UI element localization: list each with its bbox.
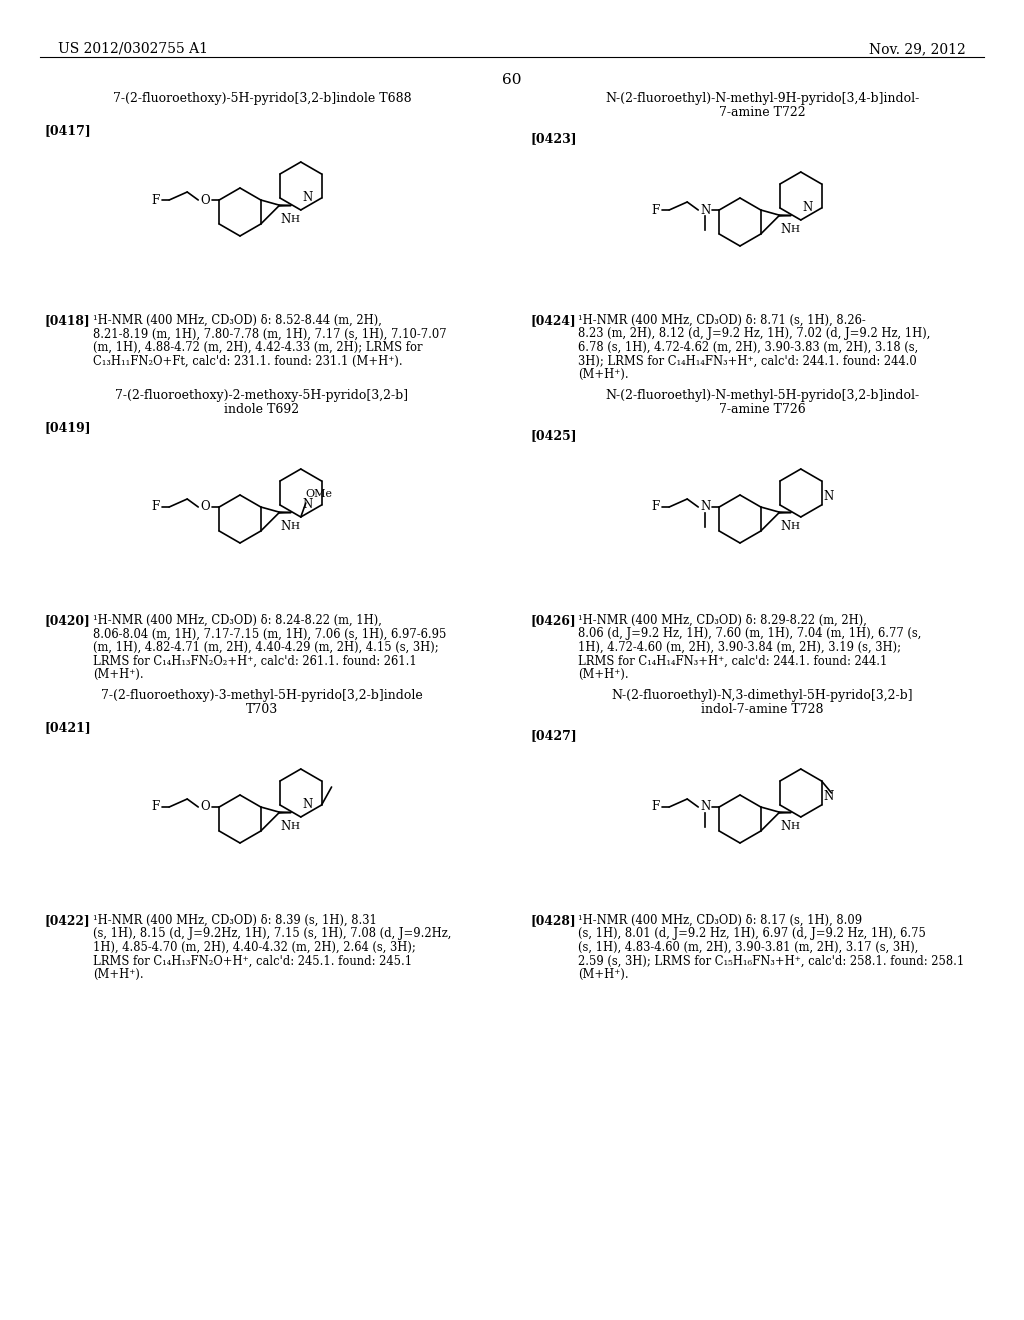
Text: ¹H-NMR (400 MHz, CD₃OD) δ: 8.24-8.22 (m, 1H),: ¹H-NMR (400 MHz, CD₃OD) δ: 8.24-8.22 (m,… (93, 614, 382, 627)
Text: 8.06-8.04 (m, 1H), 7.17-7.15 (m, 1H), 7.06 (s, 1H), 6.97-6.95: 8.06-8.04 (m, 1H), 7.17-7.15 (m, 1H), 7.… (93, 627, 446, 640)
Text: C₁₃H₁₁FN₂O+Ft, calc'd: 231.1. found: 231.1 (M+H⁺).: C₁₃H₁₁FN₂O+Ft, calc'd: 231.1. found: 231… (93, 355, 402, 367)
Text: (M+H⁺).: (M+H⁺). (578, 368, 629, 381)
Text: N: N (700, 800, 711, 813)
Text: N-(2-fluoroethyl)-N-methyl-5H-pyrido[3,2-b]indol-: N-(2-fluoroethyl)-N-methyl-5H-pyrido[3,2… (605, 389, 920, 403)
Text: N: N (780, 223, 791, 236)
Text: T703: T703 (246, 704, 279, 715)
Text: N: N (803, 201, 813, 214)
Text: [0420]: [0420] (45, 614, 91, 627)
Text: F: F (152, 194, 160, 206)
Text: (m, 1H), 4.82-4.71 (m, 2H), 4.40-4.29 (m, 2H), 4.15 (s, 3H);: (m, 1H), 4.82-4.71 (m, 2H), 4.40-4.29 (m… (93, 642, 438, 653)
Text: (M+H⁺).: (M+H⁺). (578, 968, 629, 981)
Text: H: H (291, 822, 300, 832)
Text: N-(2-fluoroethyl)-N-methyl-9H-pyrido[3,4-b]indol-: N-(2-fluoroethyl)-N-methyl-9H-pyrido[3,4… (605, 92, 920, 106)
Text: LRMS for C₁₄H₁₄FN₃+H⁺, calc'd: 244.1. found: 244.1: LRMS for C₁₄H₁₄FN₃+H⁺, calc'd: 244.1. fo… (578, 655, 888, 668)
Text: N: N (780, 820, 791, 833)
Text: Nov. 29, 2012: Nov. 29, 2012 (869, 42, 966, 55)
Text: N: N (303, 799, 313, 810)
Text: [0423]: [0423] (530, 132, 577, 145)
Text: ¹H-NMR (400 MHz, CD₃OD) δ: 8.71 (s, 1H), 8.26-: ¹H-NMR (400 MHz, CD₃OD) δ: 8.71 (s, 1H),… (578, 314, 865, 327)
Text: 7-amine T722: 7-amine T722 (719, 106, 805, 119)
Text: H: H (291, 215, 300, 224)
Text: [0427]: [0427] (530, 729, 577, 742)
Text: 6.78 (s, 1H), 4.72-4.62 (m, 2H), 3.90-3.83 (m, 2H), 3.18 (s,: 6.78 (s, 1H), 4.72-4.62 (m, 2H), 3.90-3.… (578, 341, 919, 354)
Text: (M+H⁺).: (M+H⁺). (93, 668, 143, 681)
Text: N-(2-fluoroethyl)-N,3-dimethyl-5H-pyrido[3,2-b]: N-(2-fluoroethyl)-N,3-dimethyl-5H-pyrido… (611, 689, 912, 702)
Text: [0424]: [0424] (530, 314, 575, 327)
Text: (m, 1H), 4.88-4.72 (m, 2H), 4.42-4.33 (m, 2H); LRMS for: (m, 1H), 4.88-4.72 (m, 2H), 4.42-4.33 (m… (93, 341, 423, 354)
Text: [0426]: [0426] (530, 614, 575, 627)
Text: F: F (651, 203, 659, 216)
Text: (s, 1H), 8.15 (d, J=9.2Hz, 1H), 7.15 (s, 1H), 7.08 (d, J=9.2Hz,: (s, 1H), 8.15 (d, J=9.2Hz, 1H), 7.15 (s,… (93, 928, 452, 940)
Text: (s, 1H), 4.83-4.60 (m, 2H), 3.90-3.81 (m, 2H), 3.17 (s, 3H),: (s, 1H), 4.83-4.60 (m, 2H), 3.90-3.81 (m… (578, 941, 919, 954)
Text: ¹H-NMR (400 MHz, CD₃OD) δ: 8.17 (s, 1H), 8.09: ¹H-NMR (400 MHz, CD₃OD) δ: 8.17 (s, 1H),… (578, 913, 862, 927)
Text: O: O (201, 194, 210, 206)
Text: LRMS for C₁₄H₁₃FN₂O₂+H⁺, calc'd: 261.1. found: 261.1: LRMS for C₁₄H₁₃FN₂O₂+H⁺, calc'd: 261.1. … (93, 655, 417, 668)
Text: F: F (152, 800, 160, 813)
Text: H: H (791, 822, 800, 832)
Text: 7-(2-fluoroethoxy)-2-methoxy-5H-pyrido[3,2-b]: 7-(2-fluoroethoxy)-2-methoxy-5H-pyrido[3… (116, 389, 409, 403)
Text: LRMS for C₁₄H₁₃FN₂O+H⁺, calc'd: 245.1. found: 245.1: LRMS for C₁₄H₁₃FN₂O+H⁺, calc'd: 245.1. f… (93, 954, 412, 968)
Text: OMe: OMe (306, 488, 333, 499)
Text: F: F (651, 500, 659, 513)
Text: N: N (780, 520, 791, 533)
Text: N: N (281, 213, 291, 226)
Text: N: N (303, 498, 313, 511)
Text: H: H (291, 521, 300, 531)
Text: US 2012/0302755 A1: US 2012/0302755 A1 (58, 42, 208, 55)
Text: 7-amine T726: 7-amine T726 (719, 403, 805, 416)
Text: N: N (823, 789, 834, 803)
Text: ¹H-NMR (400 MHz, CD₃OD) δ: 8.29-8.22 (m, 2H),: ¹H-NMR (400 MHz, CD₃OD) δ: 8.29-8.22 (m,… (578, 614, 867, 627)
Text: 7-(2-fluoroethoxy)-3-methyl-5H-pyrido[3,2-b]indole: 7-(2-fluoroethoxy)-3-methyl-5H-pyrido[3,… (101, 689, 423, 702)
Text: 1H), 4.85-4.70 (m, 2H), 4.40-4.32 (m, 2H), 2.64 (s, 3H);: 1H), 4.85-4.70 (m, 2H), 4.40-4.32 (m, 2H… (93, 941, 416, 954)
Text: indol-7-amine T728: indol-7-amine T728 (700, 704, 823, 715)
Text: N: N (281, 820, 291, 833)
Text: 60: 60 (502, 73, 522, 87)
Text: O: O (201, 800, 210, 813)
Text: (M+H⁺).: (M+H⁺). (93, 968, 143, 981)
Text: [0417]: [0417] (45, 124, 92, 137)
Text: 7-(2-fluoroethoxy)-5H-pyrido[3,2-b]indole T688: 7-(2-fluoroethoxy)-5H-pyrido[3,2-b]indol… (113, 92, 412, 106)
Text: 8.06 (d, J=9.2 Hz, 1H), 7.60 (m, 1H), 7.04 (m, 1H), 6.77 (s,: 8.06 (d, J=9.2 Hz, 1H), 7.60 (m, 1H), 7.… (578, 627, 922, 640)
Text: ¹H-NMR (400 MHz, CD₃OD) δ: 8.39 (s, 1H), 8.31: ¹H-NMR (400 MHz, CD₃OD) δ: 8.39 (s, 1H),… (93, 913, 377, 927)
Text: 8.21-8.19 (m, 1H), 7.80-7.78 (m, 1H), 7.17 (s, 1H), 7.10-7.07: 8.21-8.19 (m, 1H), 7.80-7.78 (m, 1H), 7.… (93, 327, 446, 341)
Text: H: H (791, 521, 800, 531)
Text: [0422]: [0422] (45, 913, 91, 927)
Text: indole T692: indole T692 (224, 403, 300, 416)
Text: ¹H-NMR (400 MHz, CD₃OD) δ: 8.52-8.44 (m, 2H),: ¹H-NMR (400 MHz, CD₃OD) δ: 8.52-8.44 (m,… (93, 314, 382, 327)
Text: 8.23 (m, 2H), 8.12 (d, J=9.2 Hz, 1H), 7.02 (d, J=9.2 Hz, 1H),: 8.23 (m, 2H), 8.12 (d, J=9.2 Hz, 1H), 7.… (578, 327, 931, 341)
Text: [0421]: [0421] (45, 721, 92, 734)
Text: N: N (303, 191, 313, 205)
Text: N: N (700, 203, 711, 216)
Text: F: F (152, 500, 160, 513)
Text: [0425]: [0425] (530, 429, 577, 442)
Text: [0418]: [0418] (45, 314, 91, 327)
Text: O: O (201, 500, 210, 513)
Text: 3H); LRMS for C₁₄H₁₄FN₃+H⁺, calc'd: 244.1. found: 244.0: 3H); LRMS for C₁₄H₁₄FN₃+H⁺, calc'd: 244.… (578, 355, 916, 367)
Text: N: N (281, 520, 291, 533)
Text: 1H), 4.72-4.60 (m, 2H), 3.90-3.84 (m, 2H), 3.19 (s, 3H);: 1H), 4.72-4.60 (m, 2H), 3.90-3.84 (m, 2H… (578, 642, 901, 653)
Text: H: H (791, 224, 800, 234)
Text: 2.59 (s, 3H); LRMS for C₁₅H₁₆FN₃+H⁺, calc'd: 258.1. found: 258.1: 2.59 (s, 3H); LRMS for C₁₅H₁₆FN₃+H⁺, cal… (578, 954, 965, 968)
Text: [0419]: [0419] (45, 421, 91, 434)
Text: N: N (700, 500, 711, 513)
Text: N: N (823, 490, 834, 503)
Text: (M+H⁺).: (M+H⁺). (578, 668, 629, 681)
Text: (s, 1H), 8.01 (d, J=9.2 Hz, 1H), 6.97 (d, J=9.2 Hz, 1H), 6.75: (s, 1H), 8.01 (d, J=9.2 Hz, 1H), 6.97 (d… (578, 928, 926, 940)
Text: F: F (651, 800, 659, 813)
Text: [0428]: [0428] (530, 913, 575, 927)
